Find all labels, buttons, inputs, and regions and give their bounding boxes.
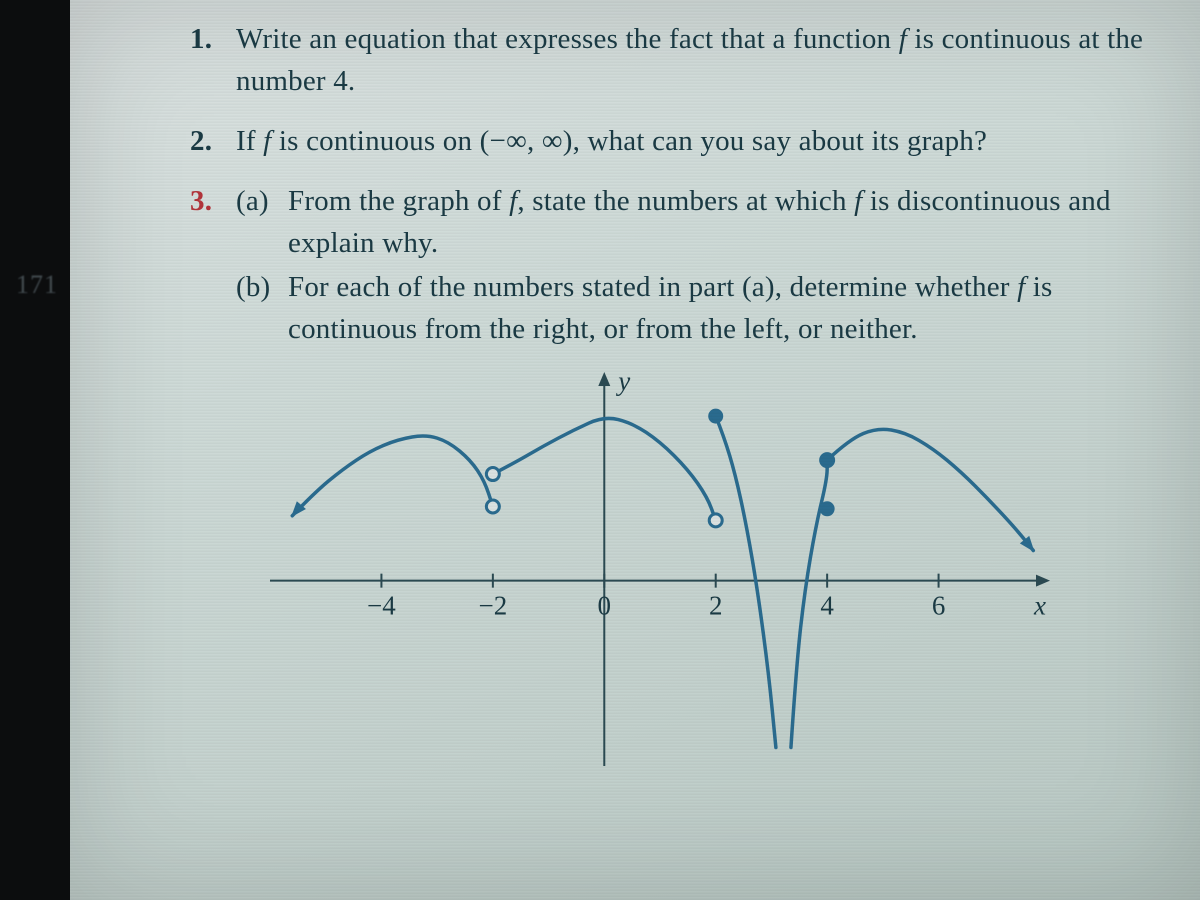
page-number: 171 [16, 270, 58, 300]
x-tick-label: 6 [932, 591, 946, 621]
curve-segment [716, 416, 776, 747]
problem: 2. If f is continuous on (−∞, ∞), what ca… [190, 120, 1160, 162]
subpart-text: For each of the numbers stated in part (… [288, 271, 1053, 345]
problem-3-graph: −4−20246yx [250, 376, 1070, 806]
problem-number: 2. [190, 120, 212, 162]
textbook-page: 1. Write an equation that expresses the f… [70, 0, 1200, 900]
problem-number: 3. [190, 180, 212, 222]
problem-text: Write an equation that expresses the fac… [236, 23, 1143, 97]
subparts: (a) From the graph of f, state the number… [236, 180, 1160, 350]
screenshot-frame: 171 1. Write an equation that expresses t… [0, 0, 1200, 900]
subpart-text: From the graph of f, state the numbers a… [288, 185, 1111, 259]
curve-segment [292, 436, 493, 516]
y-axis-label: y [615, 366, 630, 396]
problem: 1. Write an equation that expresses the f… [190, 18, 1160, 102]
problem-number: 1. [190, 18, 212, 60]
x-tick-label: 0 [598, 591, 612, 621]
subpart: (a) From the graph of f, state the number… [236, 180, 1160, 264]
graph-svg: −4−20246yx [250, 376, 1070, 806]
x-tick-label: 4 [820, 591, 834, 621]
x-axis-label: x [1033, 591, 1046, 621]
curve-segment [827, 430, 1033, 551]
problem: 3. (a) From the graph of f, state the numb… [190, 180, 1160, 350]
x-tick-label: 2 [709, 591, 723, 621]
x-tick-label: −4 [367, 591, 396, 621]
x-tick-label: −2 [478, 591, 507, 621]
subpart-label: (a) [236, 180, 269, 222]
screen-left-border: 171 [0, 0, 70, 900]
problem-text: If f is continuous on (−∞, ∞), what can … [236, 125, 987, 157]
subpart-label: (b) [236, 266, 270, 308]
problem-list: 1. Write an equation that expresses the f… [190, 18, 1160, 350]
subpart: (b) For each of the numbers stated in par… [236, 266, 1160, 350]
